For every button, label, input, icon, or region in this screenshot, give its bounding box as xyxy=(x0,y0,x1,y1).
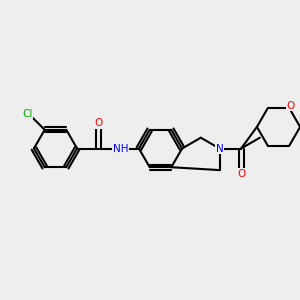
Text: O: O xyxy=(94,118,103,128)
Text: Cl: Cl xyxy=(22,109,33,119)
Text: N: N xyxy=(216,143,224,154)
Text: O: O xyxy=(287,101,295,111)
Text: O: O xyxy=(237,169,245,179)
Text: NH: NH xyxy=(112,143,128,154)
